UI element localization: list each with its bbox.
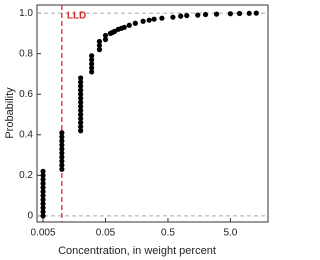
y-tick-label: 0.6	[19, 89, 33, 100]
point	[78, 107, 84, 114]
point	[40, 176, 46, 183]
point	[40, 172, 46, 178]
point	[89, 61, 95, 67]
point	[78, 83, 84, 89]
point	[40, 201, 46, 207]
point	[151, 16, 157, 22]
point	[159, 15, 165, 21]
point	[89, 65, 95, 71]
point	[126, 22, 132, 28]
point	[59, 158, 65, 164]
point	[40, 205, 46, 211]
point	[146, 17, 152, 23]
point	[96, 42, 103, 49]
y-axis-label: Probability	[4, 87, 16, 139]
y-tick-label: 0	[27, 211, 33, 222]
x-tick-label: 0.5	[161, 228, 175, 239]
x-tick-label: 0.05	[96, 228, 116, 239]
x-tick-label: 0.005	[31, 228, 56, 239]
point	[40, 188, 46, 195]
point	[40, 168, 46, 174]
point	[40, 180, 46, 187]
point	[40, 213, 46, 219]
point	[253, 10, 259, 16]
point	[59, 162, 65, 168]
point	[78, 120, 84, 126]
point	[78, 75, 84, 81]
point	[96, 47, 103, 53]
point	[132, 20, 138, 26]
point	[178, 13, 184, 19]
point	[59, 130, 65, 136]
point	[170, 14, 176, 20]
point	[89, 57, 95, 63]
x-tick-label: 5.0	[223, 228, 237, 239]
point	[78, 79, 84, 85]
point	[59, 166, 65, 172]
point	[184, 12, 190, 19]
chart: Concentration, in weight percent Probabi…	[4, 4, 269, 257]
point	[78, 91, 84, 97]
x-axis-label: Concentration, in weight percent	[58, 245, 216, 257]
point	[40, 184, 46, 191]
y-tick-label: 0.8	[19, 48, 33, 59]
point	[40, 209, 46, 215]
point	[59, 154, 65, 160]
point	[59, 142, 65, 148]
point	[102, 32, 109, 39]
point	[78, 124, 84, 130]
point	[121, 24, 127, 30]
point	[78, 87, 84, 93]
point	[202, 11, 209, 18]
point	[59, 150, 65, 156]
point	[140, 18, 146, 24]
point	[78, 103, 84, 110]
point	[96, 38, 103, 45]
point	[40, 197, 46, 203]
point	[195, 12, 201, 18]
plot-frame	[36, 4, 269, 223]
point	[78, 99, 84, 105]
y-tick-label: 0.2	[19, 170, 33, 181]
point	[78, 128, 84, 134]
point	[78, 95, 84, 101]
point	[227, 11, 234, 17]
point	[78, 115, 84, 122]
point	[246, 10, 252, 16]
point	[59, 134, 65, 140]
point	[59, 146, 65, 152]
point	[89, 69, 95, 75]
point	[59, 138, 65, 144]
lld-label: LLD	[67, 11, 86, 22]
point	[89, 53, 95, 59]
y-tick-label: 0.4	[19, 129, 33, 140]
point	[236, 10, 243, 17]
y-tick-label: 1.0	[19, 8, 33, 19]
point	[78, 111, 84, 118]
point	[213, 11, 220, 17]
point	[40, 193, 46, 199]
point	[102, 36, 109, 43]
